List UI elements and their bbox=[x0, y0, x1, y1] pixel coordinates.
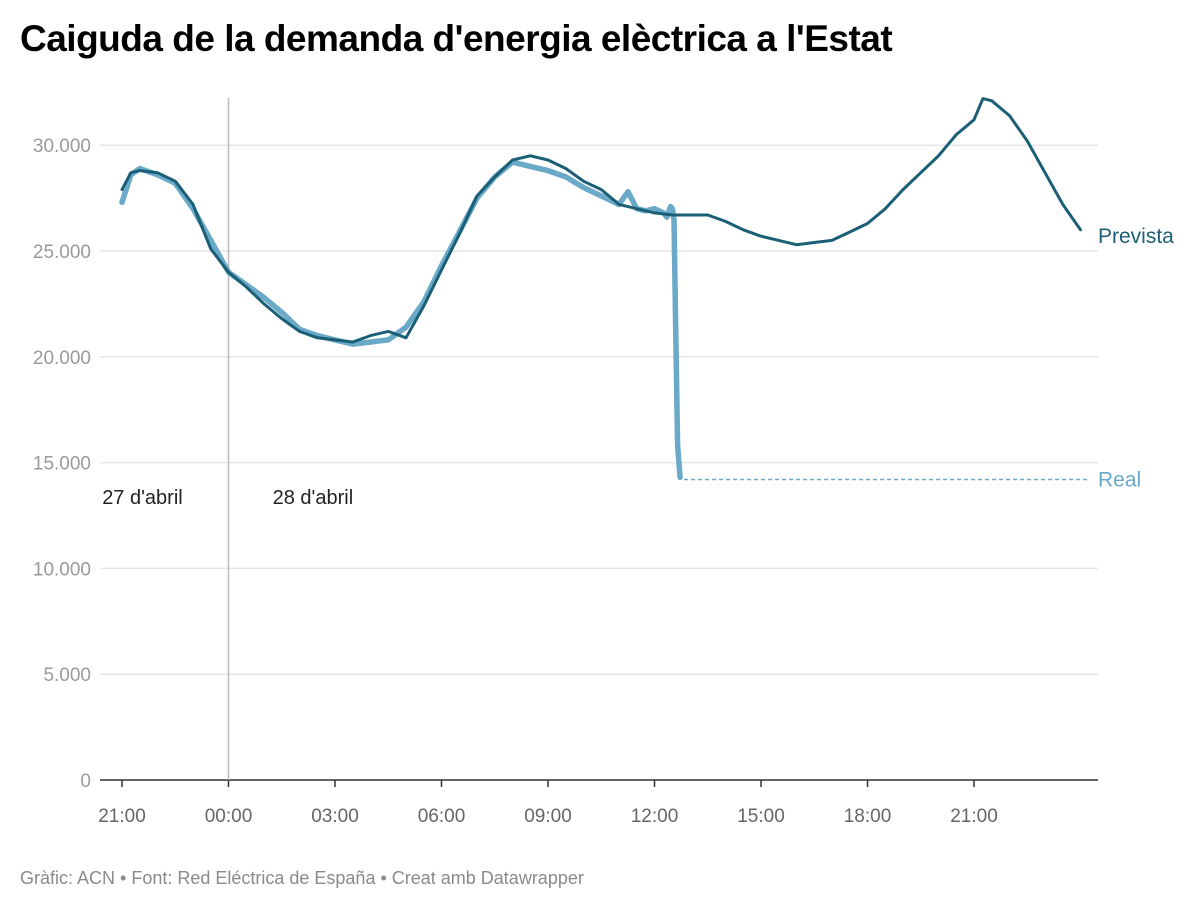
series-lines bbox=[119, 97, 1088, 481]
series-label-real: Real bbox=[1098, 469, 1141, 492]
y-axis-ticks: 0 5.000 10.000 15.000 20.000 25.000 30.000 bbox=[33, 136, 91, 792]
y-tick-label: 0 bbox=[80, 771, 91, 792]
x-axis-ticks: 21:00 00:00 03:00 06:00 09:00 12:00 15:00 18:00… bbox=[98, 780, 998, 827]
y-tick-label: 30.000 bbox=[33, 136, 91, 157]
x-tick-label: 21:00 bbox=[98, 806, 146, 827]
x-tick-label: 21:00 bbox=[950, 806, 998, 827]
grid bbox=[100, 144, 1098, 781]
x-tick-label: 18:00 bbox=[844, 806, 892, 827]
x-tick-label: 06:00 bbox=[418, 806, 466, 827]
day-label: 28 d'abril bbox=[273, 487, 354, 509]
page-title: Caiguda de la demanda d'energia elèctric… bbox=[20, 18, 893, 59]
annotations: 27 d'abril 28 d'abril Prevista Real bbox=[102, 225, 1174, 509]
x-tick-label: 12:00 bbox=[631, 806, 679, 827]
y-tick-label: 20.000 bbox=[33, 348, 91, 369]
y-tick-label: 25.000 bbox=[33, 242, 91, 263]
x-tick-label: 15:00 bbox=[737, 806, 785, 827]
x-tick-label: 09:00 bbox=[524, 806, 572, 827]
x-tick-label: 00:00 bbox=[205, 806, 253, 827]
y-tick-label: 10.000 bbox=[33, 559, 91, 580]
series-line-prevista bbox=[120, 97, 1082, 344]
chart-footer: Gràfic: ACN • Font: Red Eléctrica de Esp… bbox=[20, 868, 584, 888]
y-tick-label: 5.000 bbox=[43, 665, 91, 686]
day-label: 27 d'abril bbox=[102, 487, 183, 509]
x-tick-label: 03:00 bbox=[311, 806, 359, 827]
series-line-real bbox=[119, 159, 683, 481]
series-label-prevista: Prevista bbox=[1098, 225, 1174, 248]
y-tick-label: 15.000 bbox=[33, 454, 91, 475]
